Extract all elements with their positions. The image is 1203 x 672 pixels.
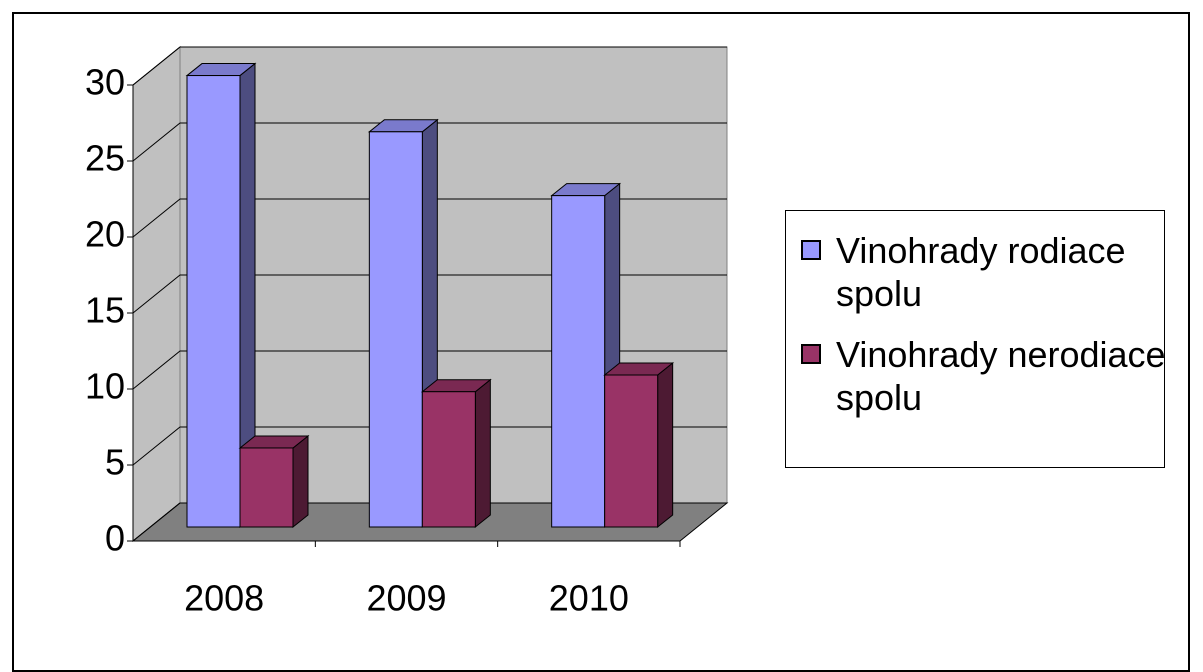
bar-side bbox=[474, 378, 491, 529]
grid-line bbox=[132, 426, 727, 466]
grid-line bbox=[132, 350, 727, 390]
bar bbox=[239, 447, 294, 528]
x-tick-label: 2010 bbox=[549, 578, 629, 619]
legend-entry: Vinohrady nerodiace spolu bbox=[801, 333, 1203, 419]
y-tick-label: 20 bbox=[85, 214, 125, 255]
grid-line bbox=[132, 274, 727, 314]
bar bbox=[604, 374, 659, 528]
legend: Vinohrady rodiace spolu Vinohrady nerodia… bbox=[785, 210, 1166, 468]
y-tick-label: 10 bbox=[85, 366, 125, 407]
legend-swatch bbox=[801, 240, 821, 260]
bar bbox=[186, 75, 241, 528]
legend-swatch bbox=[801, 344, 821, 364]
y-tick-label: 15 bbox=[85, 290, 125, 331]
x-tick-label: 2008 bbox=[184, 578, 264, 619]
grid-line bbox=[132, 198, 727, 238]
grid-line bbox=[132, 122, 727, 162]
legend-entry: Vinohrady rodiace spolu bbox=[801, 229, 1203, 315]
grid-line bbox=[132, 502, 727, 542]
bar bbox=[368, 131, 423, 528]
grid-line bbox=[132, 46, 727, 86]
y-tick-label: 30 bbox=[85, 62, 125, 103]
bar-side bbox=[657, 361, 674, 529]
legend-label: Vinohrady nerodiace spolu bbox=[836, 334, 1166, 418]
bar bbox=[551, 195, 606, 528]
legend-label: Vinohrady rodiace spolu bbox=[836, 230, 1126, 314]
y-tick-label: 5 bbox=[105, 442, 125, 483]
y-tick-label: 25 bbox=[85, 138, 125, 179]
bar-side bbox=[292, 434, 309, 529]
x-tick-label: 2009 bbox=[366, 578, 446, 619]
y-tick-label: 0 bbox=[105, 518, 125, 559]
bar bbox=[421, 391, 476, 528]
